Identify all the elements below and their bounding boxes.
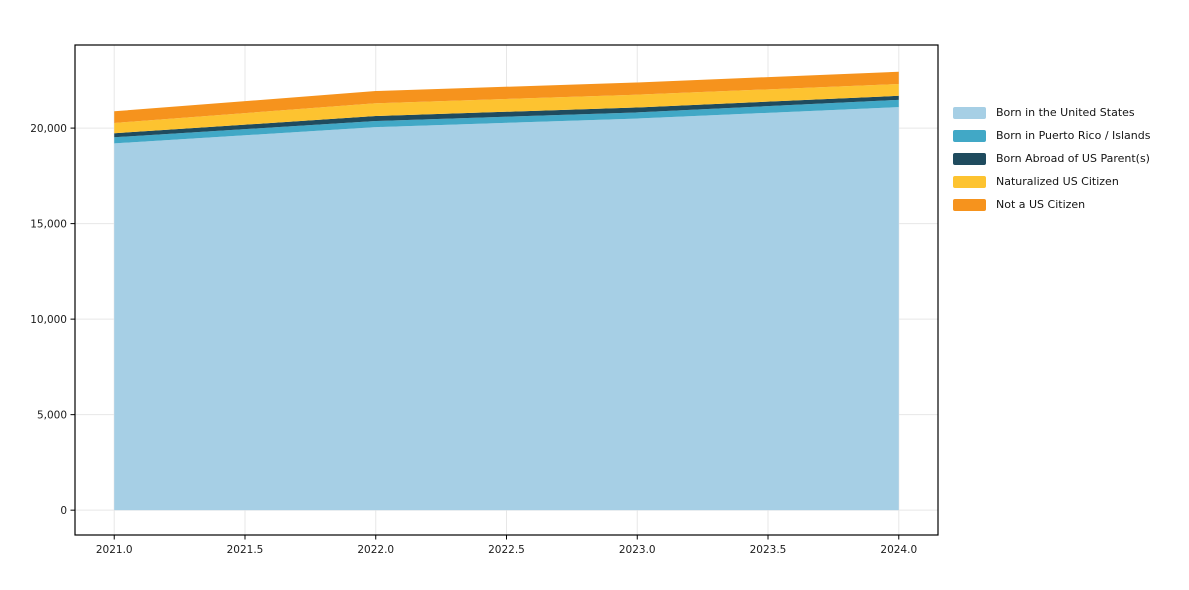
y-tick-label: 20,000 bbox=[30, 123, 67, 135]
legend-swatch-icon bbox=[953, 152, 986, 165]
area-born-us bbox=[114, 107, 899, 511]
area-naturalized bbox=[114, 83, 899, 134]
x-tick-label: 2023.0 bbox=[619, 544, 656, 556]
legend-swatch-icon bbox=[953, 106, 986, 119]
area-born-abroad bbox=[114, 95, 899, 138]
x-tick-label: 2022.5 bbox=[488, 544, 525, 556]
x-tick-label: 2022.0 bbox=[357, 544, 394, 556]
legend-label: Born in Puerto Rico / Islands bbox=[996, 129, 1151, 142]
legend-item: Born in Puerto Rico / Islands bbox=[953, 124, 1150, 147]
legend-swatch-icon bbox=[953, 129, 986, 142]
y-tick-label: 0 bbox=[60, 505, 67, 517]
legend: Born in the United States Born in Puerto… bbox=[953, 101, 1150, 216]
legend-label: Not a US Citizen bbox=[996, 198, 1086, 211]
legend-item: Naturalized US Citizen bbox=[953, 170, 1150, 193]
y-tick-label: 15,000 bbox=[30, 218, 67, 230]
y-tick-label: 5,000 bbox=[37, 409, 67, 421]
area-not-citizen bbox=[114, 71, 899, 123]
legend-label: Born Abroad of US Parent(s) bbox=[996, 152, 1150, 165]
x-tick-label: 2021.0 bbox=[96, 544, 133, 556]
legend-item: Not a US Citizen bbox=[953, 193, 1150, 216]
legend-swatch-icon bbox=[953, 175, 986, 188]
y-tick-label: 10,000 bbox=[30, 314, 67, 326]
area-born-pr-islands bbox=[114, 99, 899, 144]
legend-item: Born in the United States bbox=[953, 101, 1150, 124]
legend-item: Born Abroad of US Parent(s) bbox=[953, 147, 1150, 170]
x-tick-label: 2024.0 bbox=[880, 544, 917, 556]
legend-swatch-icon bbox=[953, 198, 986, 211]
legend-label: Born in the United States bbox=[996, 106, 1135, 119]
legend-label: Naturalized US Citizen bbox=[996, 175, 1119, 188]
x-tick-label: 2021.5 bbox=[227, 544, 264, 556]
x-tick-label: 2023.5 bbox=[750, 544, 787, 556]
